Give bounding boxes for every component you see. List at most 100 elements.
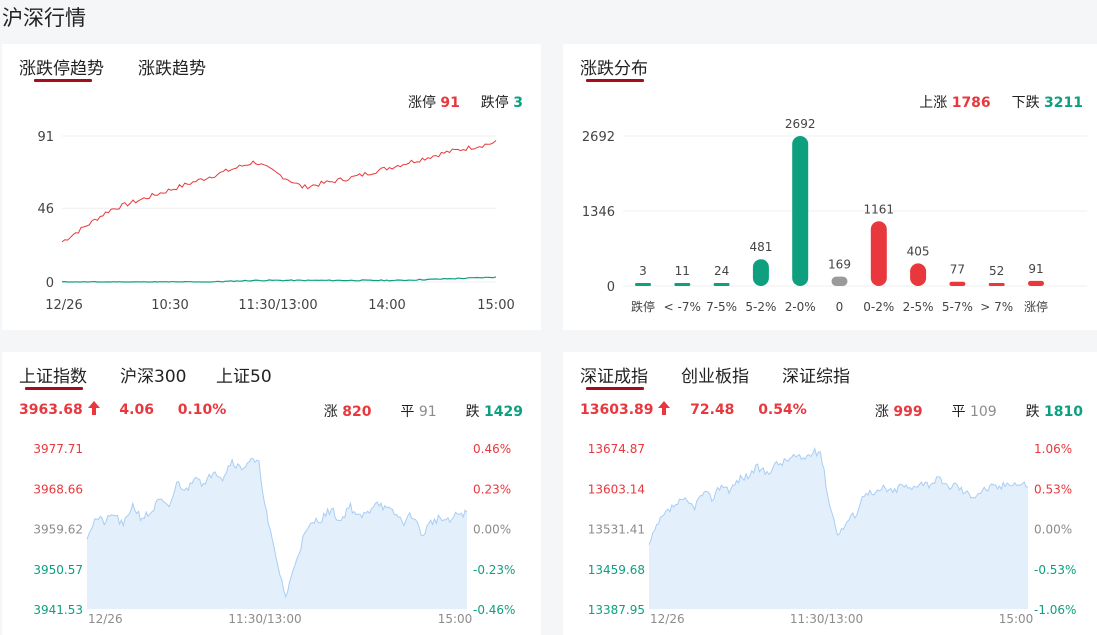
- bar: [988, 283, 1005, 286]
- price-line: [648, 446, 1029, 545]
- sh-breadth: 涨 820 平 91 跌 1429: [324, 401, 523, 421]
- y-left-label: 3968.66: [33, 482, 83, 496]
- tab-sz-component[interactable]: 深证成指: [580, 367, 648, 387]
- limit-up-series-line: [61, 140, 497, 243]
- tab-rise-fall-trend[interactable]: 涨跌趋势: [138, 59, 206, 79]
- price-area-fill: [649, 448, 1028, 609]
- limit-down-value: 3: [513, 95, 523, 111]
- down-label: 跌: [1025, 404, 1040, 420]
- sh-intraday-chart: 3977.71 3968.66 3959.62 3950.57 3941.53 0.46%…: [33, 442, 515, 626]
- tab-sse50[interactable]: 上证50: [216, 367, 272, 387]
- tab-sz-composite[interactable]: 深证综指: [782, 367, 850, 387]
- fall-count: 3211: [1044, 95, 1083, 111]
- sh-change-pct: 0.10%: [177, 402, 227, 418]
- page-title: 沪深行情: [2, 6, 86, 30]
- limit-stats: 涨停 91 跌停 3: [408, 92, 523, 112]
- tab-chinext[interactable]: 创业板指: [681, 367, 749, 387]
- y-tick-label: 0: [46, 276, 54, 291]
- bar-value-label: 405: [907, 244, 930, 258]
- distribution-panel: 涨跌分布 上涨 1786 下跌 3211 2692 1346 0 3 跌停 11 < -7…: [563, 44, 1097, 330]
- y-right-label: 1.06%: [1034, 442, 1072, 456]
- category-label: > 7%: [980, 300, 1013, 314]
- sz-index-panel: 深证成指 创业板指 深证综指 13603.89 72.48 0.54% 涨 99…: [563, 352, 1097, 635]
- up-count: 999: [893, 404, 923, 420]
- bar: [831, 276, 848, 286]
- y-left-label: 13387.95: [588, 603, 645, 617]
- x-tick-label: 12/26: [45, 298, 82, 313]
- tab-csi300[interactable]: 沪深300: [120, 367, 187, 387]
- category-label: 2-0%: [785, 300, 816, 314]
- limit-down-series-line: [61, 276, 497, 283]
- bar-value-label: 24: [714, 264, 729, 278]
- y-left-label: 13603.14: [588, 482, 645, 496]
- sh-quote: 3963.68 4.06 0.10%: [19, 401, 226, 419]
- tab-sh-composite[interactable]: 上证指数: [19, 367, 87, 387]
- sz-breadth: 涨 999 平 109 跌 1810: [875, 401, 1083, 421]
- y-right-label: 0.00%: [1034, 523, 1072, 537]
- bar-value-label: 481: [749, 240, 772, 254]
- y-left-label: 3977.71: [33, 442, 83, 456]
- category-label: < -7%: [664, 300, 701, 314]
- price-line: [86, 457, 468, 599]
- y-left-label: 3950.57: [33, 563, 83, 577]
- distribution-stats: 上涨 1786 下跌 3211: [919, 92, 1083, 112]
- x-tick-label: 14:00: [368, 298, 405, 313]
- active-tab-indicator: [586, 79, 644, 82]
- sz-quote: 13603.89 72.48 0.54%: [580, 401, 807, 419]
- category-label: 2-5%: [903, 300, 934, 314]
- up-arrow-icon: [87, 401, 100, 419]
- bar: [752, 259, 769, 286]
- x-tick-label: 15:00: [438, 612, 473, 626]
- y-tick-label: 91: [37, 130, 54, 145]
- limit-up-label: 涨停: [407, 95, 436, 111]
- flat-count: 91: [418, 404, 437, 420]
- y-right-label: 0.00%: [473, 523, 511, 537]
- up-count: 820: [342, 404, 372, 420]
- y-left-label: 3959.62: [33, 523, 83, 537]
- category-label: 5-7%: [942, 300, 973, 314]
- y-tick-label: 2692: [582, 130, 615, 145]
- x-tick-label: 11:30/13:00: [238, 298, 317, 313]
- up-label: 涨: [874, 404, 889, 420]
- y-tick-label: 0: [607, 280, 615, 295]
- price-area-fill: [87, 458, 467, 609]
- y-left-label: 13459.68: [588, 563, 645, 577]
- sz-price: 13603.89: [580, 402, 654, 418]
- bar-value-label: 3: [639, 264, 647, 278]
- fall-label: 下跌: [1011, 95, 1040, 111]
- sz-change-pct: 0.54%: [758, 402, 807, 418]
- category-label: 0: [836, 300, 844, 314]
- bar: [674, 283, 691, 286]
- sz-change: 72.48: [690, 402, 735, 418]
- tab-distribution[interactable]: 涨跌分布: [580, 59, 648, 79]
- flat-label: 平: [400, 404, 415, 420]
- bar-value-label: 91: [1028, 262, 1043, 276]
- bar-value-label: 52: [989, 264, 1004, 278]
- bar: [792, 136, 809, 286]
- y-left-label: 13674.87: [588, 442, 645, 456]
- x-tick-label: 12/26: [88, 612, 123, 626]
- limit-trend-panel: 涨跌停趋势 涨跌趋势 涨停 91 跌停 3 91 46 0 12/26 10:30 11:…: [2, 44, 541, 330]
- bar: [713, 283, 730, 286]
- bar: [910, 263, 927, 286]
- flat-label: 平: [951, 404, 966, 420]
- rise-count: 1786: [951, 95, 991, 111]
- active-tab-indicator: [586, 387, 644, 390]
- bar-value-label: 169: [828, 258, 851, 272]
- y-tick-label: 46: [37, 202, 54, 217]
- flat-count: 109: [969, 404, 997, 420]
- x-tick-label: 10:30: [151, 298, 188, 313]
- sh-index-panel: 上证指数 沪深300 上证50 3963.68 4.06 0.10% 涨 820…: [2, 352, 541, 635]
- y-right-label: -0.46%: [473, 603, 515, 617]
- distribution-chart: 2692 1346 0 3 跌停 11 < -7% 24 7-5% 481 5-2% 2692 2-0…: [582, 117, 1087, 314]
- bar: [949, 281, 966, 286]
- down-count: 1810: [1044, 404, 1083, 420]
- up-arrow-icon: [658, 401, 671, 419]
- sz-intraday-chart: 13674.87 13603.14 13531.41 13459.68 13387.95…: [588, 442, 1077, 626]
- limit-up-value: 91: [440, 95, 460, 111]
- bar-value-label: 77: [950, 263, 965, 277]
- rise-label: 上涨: [919, 95, 948, 111]
- active-tab-indicator: [34, 79, 92, 82]
- y-left-label: 3941.53: [33, 603, 83, 617]
- tab-limit-trend[interactable]: 涨跌停趋势: [19, 59, 104, 79]
